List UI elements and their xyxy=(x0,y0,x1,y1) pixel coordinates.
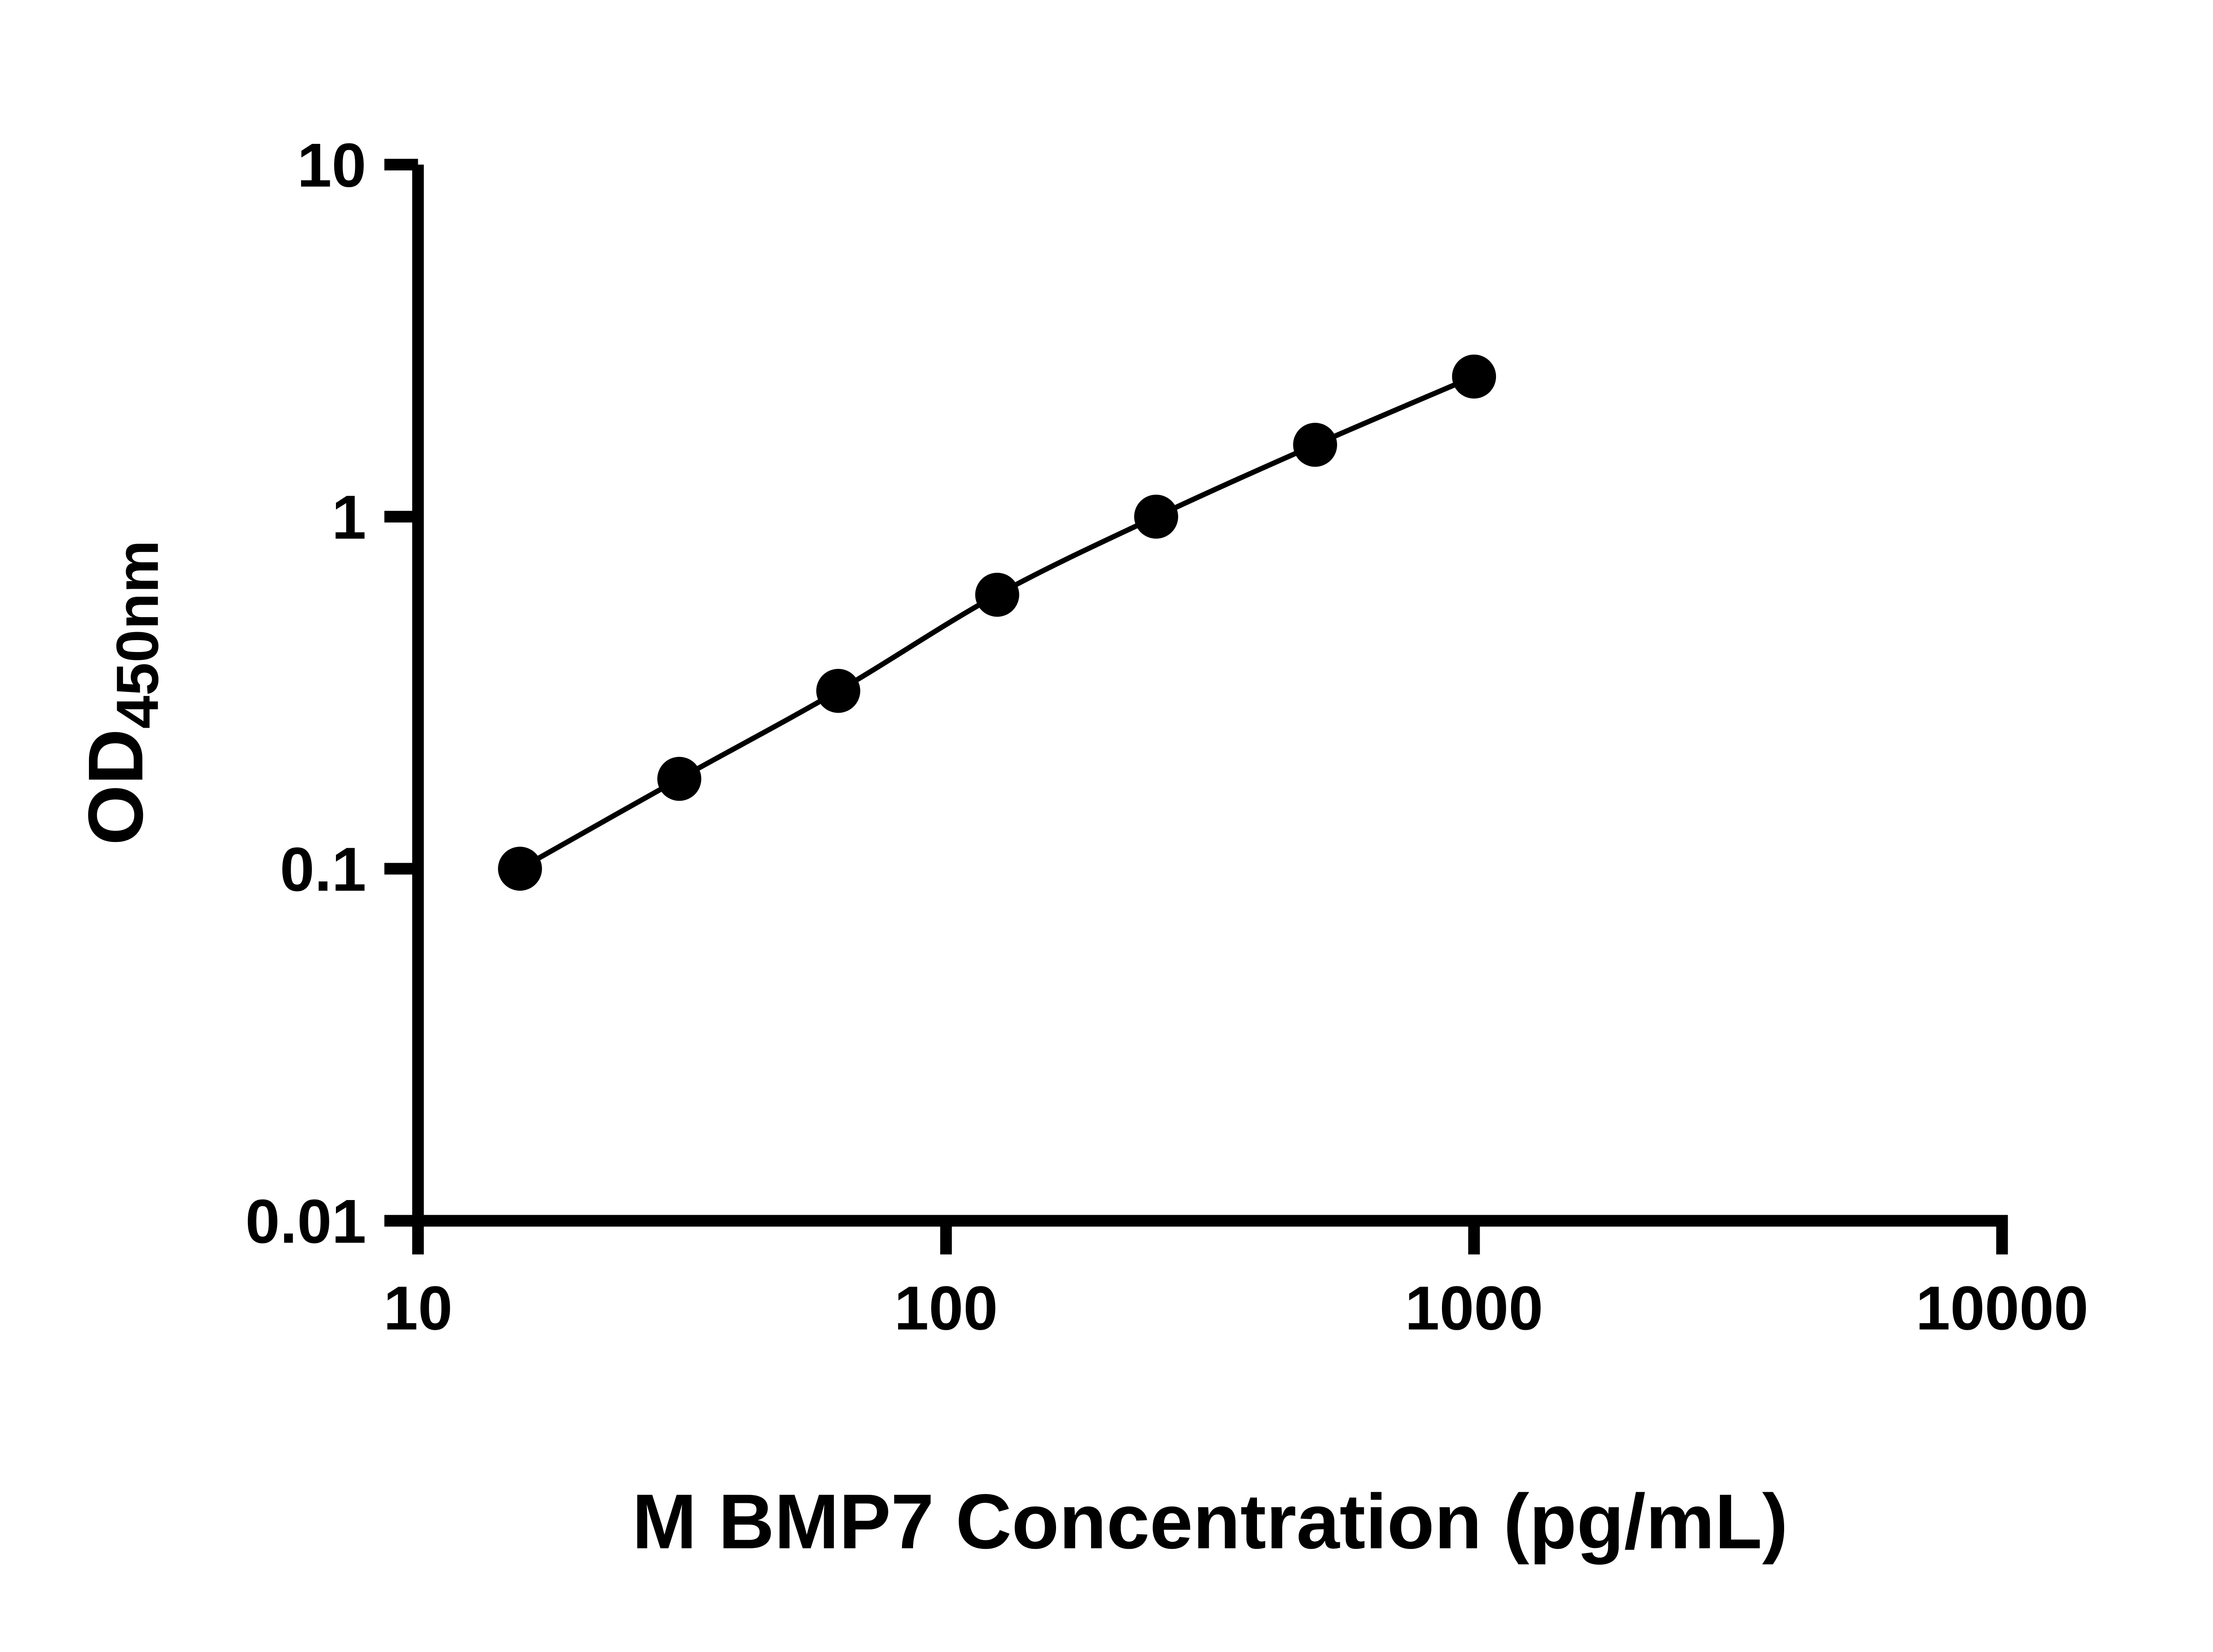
y-axis-title-subscript: 450nm xyxy=(104,540,171,729)
y-tick-label: 10 xyxy=(297,131,366,200)
y-axis-title: OD450nm xyxy=(73,540,171,845)
y-tick-label: 1 xyxy=(332,482,366,552)
plot-layer: 10 100 1000 10000 0.01 0.1 1 10 xyxy=(245,131,2088,1343)
data-point xyxy=(1134,494,1178,539)
x-tick-label: 100 xyxy=(894,1273,998,1343)
y-axis-title-main: OD xyxy=(73,729,159,845)
x-tick-label: 1000 xyxy=(1405,1273,1543,1343)
x-tick-label: 10000 xyxy=(1916,1273,2088,1343)
data-point xyxy=(975,572,1019,617)
data-point xyxy=(816,669,860,713)
x-axis-title: M BMP7 Concentration (pg/mL) xyxy=(632,1478,1788,1565)
x-tick-label: 10 xyxy=(383,1273,452,1343)
data-point xyxy=(657,757,702,801)
y-tick-label: 0.01 xyxy=(245,1187,366,1256)
y-tick-label: 0.1 xyxy=(280,834,366,904)
data-point xyxy=(1293,423,1337,467)
data-point xyxy=(498,846,542,891)
data-point xyxy=(1452,354,1496,399)
